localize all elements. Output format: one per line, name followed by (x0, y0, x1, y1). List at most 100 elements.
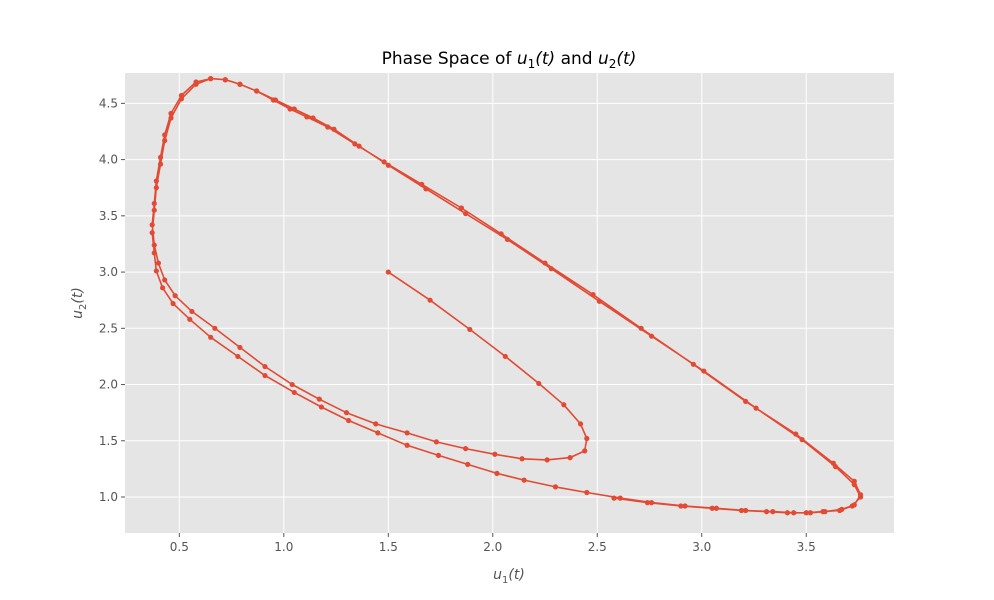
data-point (356, 143, 362, 149)
data-point (701, 368, 707, 374)
grid-lines (125, 73, 894, 533)
data-point (435, 452, 442, 458)
data-point (552, 484, 559, 490)
data-point (187, 316, 193, 322)
data-point (638, 325, 644, 331)
data-point (262, 372, 268, 379)
data-point (304, 114, 310, 120)
data-point (316, 396, 322, 402)
data-point (427, 297, 433, 303)
data-point (262, 363, 268, 370)
data-point (352, 141, 358, 147)
data-point (492, 451, 498, 457)
x-tick-label: 3.5 (797, 540, 816, 554)
data-point (648, 500, 655, 506)
x-tick-label: 3.0 (692, 540, 711, 554)
data-point (498, 231, 504, 237)
data-point (331, 126, 337, 132)
data-point (151, 207, 157, 213)
data-point (419, 181, 425, 187)
x-tick-label: 2.5 (588, 540, 607, 554)
data-point (713, 505, 719, 511)
data-point (222, 77, 228, 83)
data-point (385, 269, 391, 275)
data-point (590, 291, 596, 298)
data-point (548, 266, 554, 272)
data-point (465, 461, 471, 467)
y-tick-label: 3.0 (99, 265, 118, 279)
data-point (235, 353, 241, 360)
data-point (596, 298, 602, 304)
data-point (849, 503, 855, 509)
data-point (611, 495, 617, 501)
data-point (678, 503, 684, 509)
data-point (287, 106, 293, 112)
data-point (463, 446, 469, 452)
data-point (433, 439, 439, 445)
data-point (857, 494, 864, 500)
y-axis-label: u2(t) (70, 287, 89, 319)
data-point (162, 277, 168, 283)
data-point (561, 402, 567, 408)
data-point (237, 344, 243, 351)
data-point (770, 509, 776, 515)
data-point (851, 482, 857, 488)
data-point (237, 81, 243, 87)
x-tick-labels: 0.5 1.0 1.5 2.0 2.5 3.0 3.5 (170, 533, 816, 554)
data-point (743, 507, 749, 514)
data-point (149, 230, 155, 236)
x-tick-label: 1.0 (274, 540, 293, 554)
data-point (254, 88, 260, 94)
data-point (172, 293, 178, 299)
data-point (160, 285, 166, 291)
data-point (168, 115, 174, 121)
data-point (644, 500, 651, 506)
data-point (743, 398, 749, 405)
data-point (807, 510, 814, 516)
x-axis-label: u1(t) (493, 567, 525, 586)
data-point (784, 510, 791, 516)
data-point (404, 442, 410, 448)
data-point (208, 334, 214, 340)
data-point (404, 430, 410, 436)
y-tick-labels: 1.0 1.5 2.0 2.5 3.0 3.5 4.0 4.5 (99, 96, 125, 504)
data-point (291, 389, 297, 396)
y-tick-label: 1.5 (99, 434, 118, 448)
data-point (690, 361, 696, 367)
data-point (325, 124, 331, 130)
data-point (343, 410, 350, 416)
data-point (157, 154, 164, 160)
data-point (151, 200, 157, 207)
y-tick-label: 4.0 (99, 153, 118, 167)
data-point (381, 159, 387, 165)
data-point (212, 325, 218, 331)
data-point (617, 495, 623, 501)
data-point (494, 470, 500, 476)
data-point (153, 268, 159, 274)
x-tick-label: 2.0 (483, 540, 502, 554)
data-point (423, 186, 429, 192)
data-point (837, 507, 843, 514)
data-point (157, 161, 164, 167)
data-point (373, 421, 379, 427)
plot-area (125, 73, 894, 533)
chart-title: Phase Space of u1(t) and u2(t) (382, 49, 637, 71)
data-point (375, 430, 381, 436)
data-point (289, 381, 295, 388)
data-point (458, 205, 465, 211)
data-point (168, 110, 174, 117)
data-point (803, 510, 809, 516)
data-point (799, 437, 805, 443)
data-point (536, 380, 542, 387)
data-point (272, 97, 279, 103)
data-point (193, 81, 199, 87)
data-point (162, 137, 168, 144)
data-point (832, 464, 839, 470)
y-tick-label: 4.5 (99, 96, 118, 110)
data-point (467, 326, 473, 333)
data-point (753, 405, 759, 411)
y-tick-label: 2.0 (99, 378, 118, 392)
data-point (519, 456, 525, 462)
y-tick-label: 3.5 (99, 209, 118, 223)
